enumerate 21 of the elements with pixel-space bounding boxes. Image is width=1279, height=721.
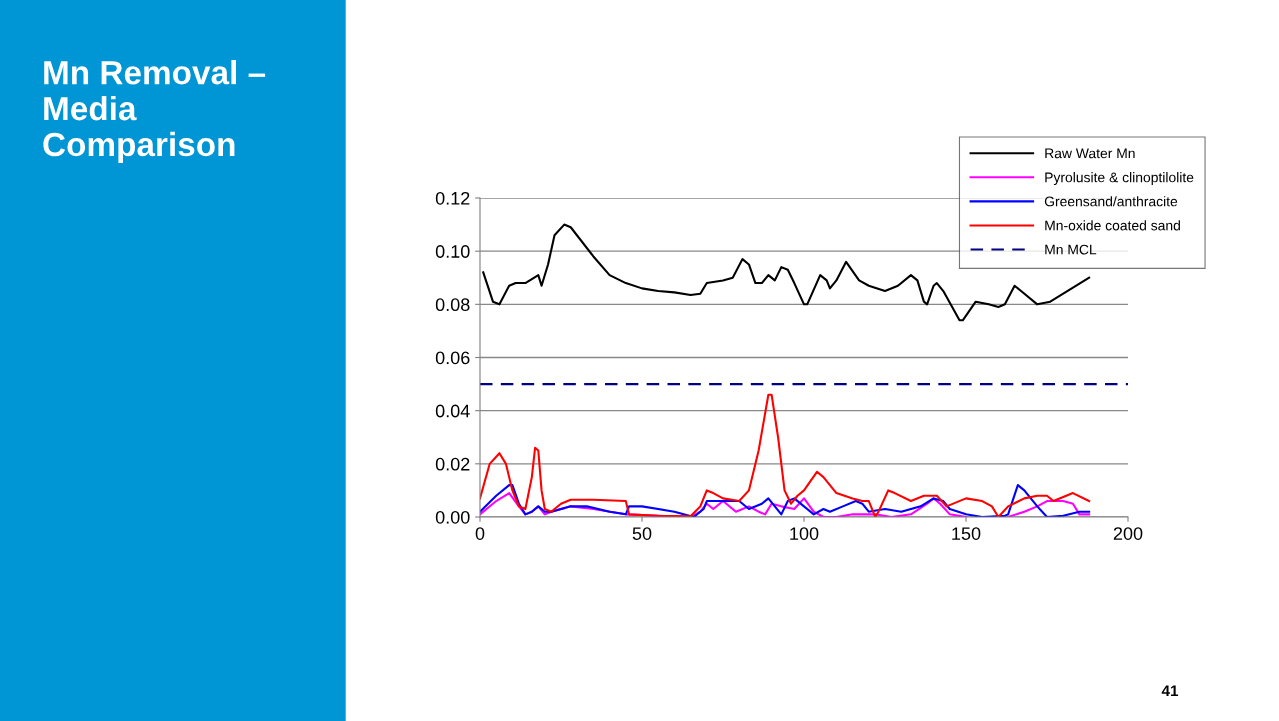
y-tick-label: 0.04	[435, 404, 470, 418]
line-series	[480, 484, 1091, 517]
y-tick-label: 0.10	[435, 245, 470, 258]
x-tick-label: 0	[475, 527, 485, 540]
line-series	[480, 393, 1091, 517]
x-tick-label: 200	[1113, 527, 1143, 540]
y-tick-label: 0.02	[435, 457, 470, 471]
y-tick-label: 0.06	[435, 351, 470, 365]
legend-label: Greensand/anthracite	[1044, 196, 1178, 207]
legend-label: Pyrolusite & clinoptilolite	[1045, 172, 1194, 186]
x-tick-label: 150	[952, 527, 981, 540]
x-tick-label: 100	[790, 527, 819, 540]
text: 41	[1161, 685, 1179, 696]
legend-label: Mn-oxide coated sand	[1045, 220, 1180, 231]
text: Mn Removal – Media Comparison	[43, 60, 266, 163]
legend-label: Raw Water Mn	[1045, 148, 1135, 159]
legend-label: Mn MCL	[1045, 244, 1097, 255]
y-tick-label: 0.00	[435, 510, 470, 524]
y-tick-label: 0.08	[435, 298, 470, 312]
y-tick-label: 0.12	[435, 191, 470, 205]
x-tick-label: 50	[632, 527, 652, 540]
